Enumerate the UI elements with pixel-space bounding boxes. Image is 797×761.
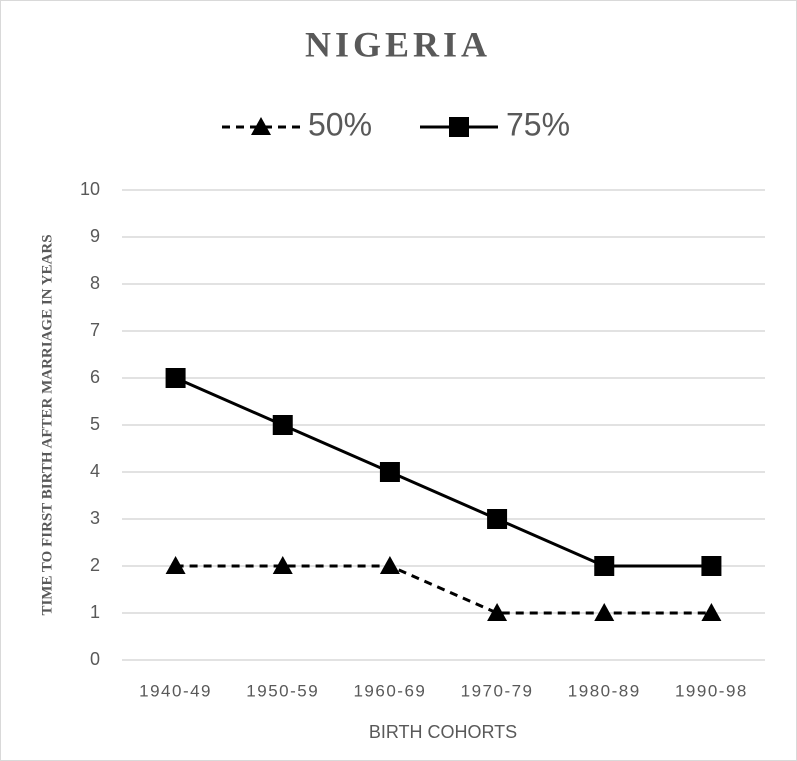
legend-marker — [251, 117, 271, 135]
data-point — [165, 556, 186, 574]
data-point — [379, 462, 400, 482]
legend-label: 50% — [308, 106, 372, 142]
y-tick-label: 10 — [80, 179, 100, 199]
data-point — [701, 603, 722, 621]
data-point — [165, 368, 186, 388]
y-tick-label: 9 — [90, 226, 100, 246]
y-tick-label: 6 — [90, 367, 100, 387]
y-tick-label: 1 — [90, 602, 100, 622]
x-tick-label: 1960-69 — [353, 681, 426, 700]
data-point — [487, 603, 508, 621]
data-point — [272, 415, 293, 435]
data-point — [379, 556, 400, 574]
series-line — [175, 564, 712, 615]
series-line — [174, 376, 712, 568]
y-tick-label: 0 — [90, 649, 100, 669]
x-tick-label: 1970-79 — [461, 681, 534, 700]
x-tick-label: 1990-98 — [675, 681, 748, 700]
y-tick-label: 8 — [90, 273, 100, 293]
y-tick-label: 4 — [90, 461, 100, 481]
legend-marker — [449, 117, 469, 137]
x-tick-label: 1980-89 — [568, 681, 641, 700]
data-point — [487, 509, 508, 529]
data-point — [594, 603, 615, 621]
y-tick-label: 5 — [90, 414, 100, 434]
x-tick-label: 1940-49 — [139, 681, 212, 700]
x-axis-label: BIRTH COHORTS — [369, 722, 517, 742]
data-point — [272, 556, 293, 574]
data-point — [594, 556, 615, 576]
legend-label: 75% — [506, 106, 570, 142]
data-point — [701, 556, 722, 576]
y-tick-label: 7 — [90, 320, 100, 340]
y-tick-label: 3 — [90, 508, 100, 528]
y-tick-label: 2 — [90, 555, 100, 575]
y-axis-label: TIME TO FIRST BIRTH AFTER MARRIAGE IN YE… — [39, 234, 55, 615]
x-tick-label: 1950-59 — [246, 681, 319, 700]
chart-title: NIGERIA — [305, 24, 491, 64]
